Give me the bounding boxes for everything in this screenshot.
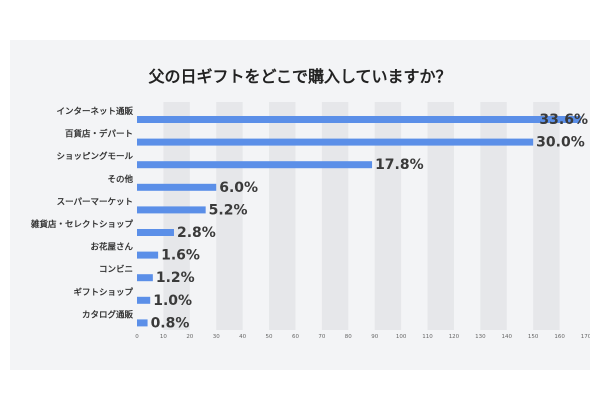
bar (137, 229, 174, 236)
bars (137, 116, 581, 327)
grid-band (374, 102, 402, 330)
grid-band (480, 102, 507, 330)
category-label: その他 (107, 174, 133, 185)
category-label: スーパーマーケット (57, 196, 133, 207)
chart-title: 父の日ギフトをどこで購入していますか？ (147, 67, 451, 86)
grid-band (533, 102, 560, 330)
category-label: カタログ通販 (82, 309, 134, 320)
bar (137, 251, 159, 259)
value-label: 17.8% (375, 157, 424, 173)
category-label: コンビニ (99, 264, 133, 275)
category-label: ギフトショップ (73, 287, 133, 298)
bar-chart: 父の日ギフトをどこで購入していますか？ 0 10 20 30 40 50 60 70 80 90 1… (30, 67, 590, 340)
x-tick-label: 80 (345, 334, 352, 340)
x-tick-label: 160 (554, 334, 565, 340)
bar (137, 274, 153, 282)
value-label: 2.8% (177, 225, 216, 241)
x-tick-label: 110 (422, 334, 433, 340)
chart-panel: 父の日ギフトをどこで購入していますか？ 0 10 20 30 40 50 60 70 80 90 1… (10, 40, 590, 370)
value-label: 1.0% (153, 293, 192, 309)
category-label: インターネット通販 (56, 106, 133, 117)
bar (137, 183, 217, 191)
x-tick-label: 150 (528, 334, 539, 340)
value-label: 0.8% (151, 315, 190, 331)
category-label: ショッピングモール (56, 151, 133, 162)
value-label: 5.2% (209, 202, 248, 218)
x-tick-label: 170 (581, 334, 590, 340)
x-tick-label: 50 (266, 334, 273, 340)
x-tick-label: 70 (318, 334, 325, 340)
value-labels: 33.6% 30.0% 17.8% 6.0% 5.2% 2.8% 1.6% 1.2% 1.0% 0… (151, 112, 588, 331)
x-tick-label: 0 (135, 334, 139, 340)
category-label: お花屋さん (90, 242, 133, 253)
x-tick-label: 60 (292, 334, 299, 340)
value-label: 1.2% (156, 270, 195, 286)
x-tick-label: 20 (186, 334, 193, 340)
x-tick-label: 130 (475, 334, 486, 340)
value-label: 6.0% (219, 180, 258, 196)
bar (137, 296, 151, 304)
x-tick-label: 100 (396, 334, 407, 340)
x-tick-label: 140 (502, 334, 513, 340)
category-label: 百貨店・デパート (65, 129, 133, 140)
value-label: 30.0% (536, 135, 585, 151)
x-axis-ticks: 0 10 20 30 40 50 60 70 80 90 100 110 120 130 140 150 160… (135, 334, 590, 340)
x-tick-label: 10 (160, 334, 167, 340)
value-label: 33.6% (539, 112, 588, 128)
grid-band (427, 102, 454, 330)
bar (137, 319, 148, 327)
bar (137, 116, 581, 123)
bar (137, 206, 206, 214)
x-tick-label: 30 (213, 334, 220, 340)
category-label: 雑貨店・セレクトショップ (30, 219, 134, 230)
bar (137, 138, 534, 146)
grid-band (269, 102, 296, 330)
bar (137, 161, 373, 169)
grid-band (321, 102, 349, 330)
x-tick-label: 120 (449, 334, 460, 340)
x-tick-label: 40 (239, 334, 246, 340)
x-tick-label: 90 (371, 334, 378, 340)
category-labels: インターネット通販百貨店・デパートショッピングモールその他スーパーマーケット雑貨… (30, 106, 134, 320)
value-label: 1.6% (161, 248, 200, 264)
